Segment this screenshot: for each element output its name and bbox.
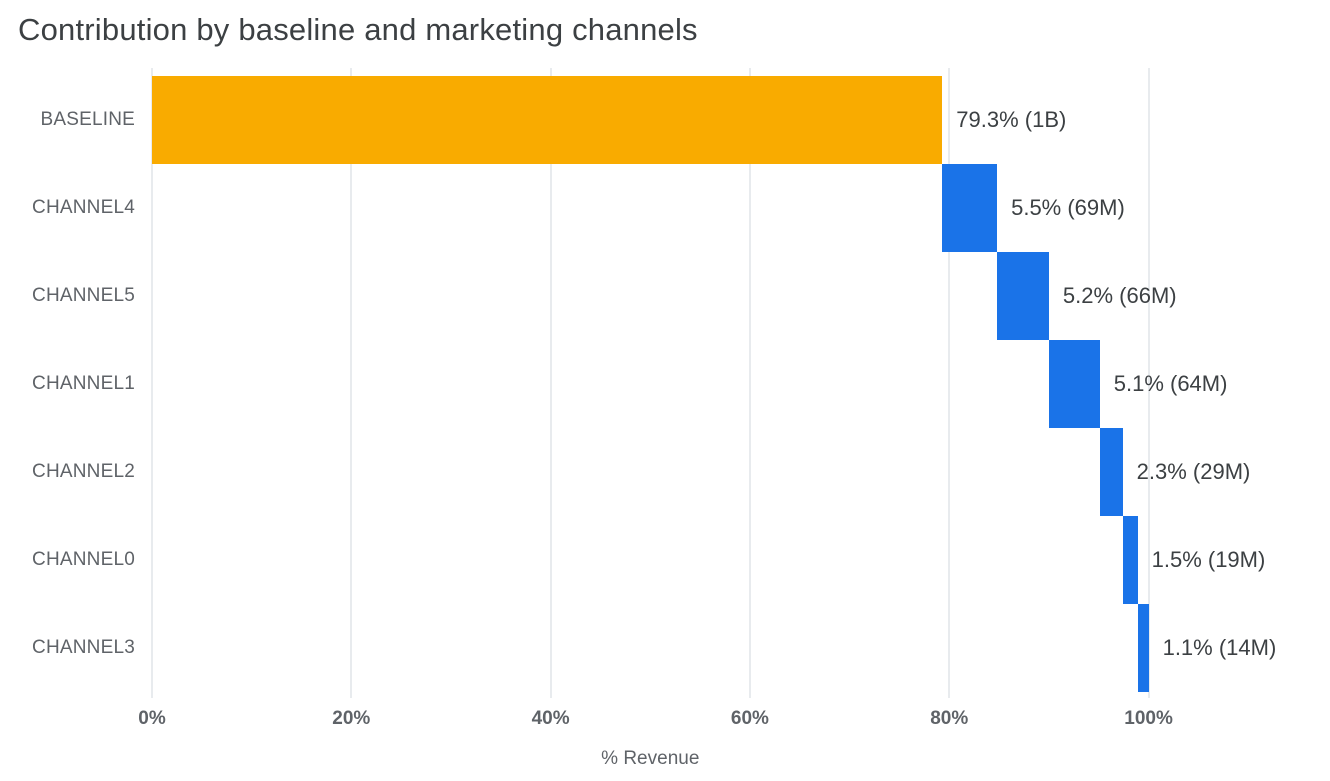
chart-row: BASELINE 79.3% (1B)	[16, 76, 1318, 164]
x-axis: 0% 20% 40% 60% 80% 100%	[138, 708, 1318, 742]
x-tick-label: 100%	[1124, 708, 1173, 729]
bar-track: 79.3% (1B)	[152, 76, 1318, 164]
value-label: 1.5% (19M)	[1151, 547, 1266, 572]
x-axis-title-row: % Revenue	[152, 748, 1318, 778]
x-tick-label: 80%	[930, 708, 969, 729]
bar-track: 2.3% (29M)	[152, 428, 1318, 516]
chart-row: CHANNEL3 1.1% (14M)	[16, 604, 1318, 692]
bar-channel5	[997, 252, 1049, 340]
gridline	[1147, 68, 1150, 698]
bar-track: 5.1% (64M)	[152, 340, 1318, 428]
bar-rows: BASELINE 79.3% (1B) CHANNEL4 5.5% (69M) CHAN…	[16, 68, 1318, 698]
chart-row: CHANNEL5 5.2% (66M)	[16, 252, 1318, 340]
chart-row: CHANNEL0 1.5% (19M)	[16, 516, 1318, 604]
bar-track: 1.5% (19M)	[152, 516, 1318, 604]
bar-channel3	[1137, 604, 1149, 692]
category-label: CHANNEL0	[32, 549, 135, 570]
value-label: 2.3% (29M)	[1136, 459, 1251, 484]
category-label: CHANNEL4	[32, 197, 135, 218]
category-label: CHANNEL2	[32, 461, 135, 482]
x-tick-label: 0%	[138, 708, 166, 729]
gridline-layer	[151, 68, 1318, 698]
value-label: 5.5% (69M)	[1011, 195, 1125, 220]
chart-row: CHANNEL4 5.5% (69M)	[16, 164, 1318, 252]
plot-area: BASELINE 79.3% (1B) CHANNEL4 5.5% (69M) CHAN…	[16, 68, 1318, 698]
gridline	[350, 68, 353, 698]
bar-track: 1.1% (14M)	[152, 604, 1318, 692]
bar-baseline	[152, 76, 943, 164]
bar-channel0	[1122, 516, 1138, 604]
value-label: 1.1% (14M)	[1162, 635, 1277, 660]
x-tick-label: 20%	[332, 708, 371, 729]
category-label: BASELINE	[40, 109, 135, 130]
x-axis-title: % Revenue	[601, 748, 700, 769]
category-label: CHANNEL5	[32, 285, 135, 306]
gridline	[948, 68, 951, 698]
chart-row: CHANNEL1 5.1% (64M)	[16, 340, 1318, 428]
gridline	[748, 68, 751, 698]
bar-channel4	[942, 164, 998, 252]
bar-channel2	[1099, 428, 1123, 516]
gridline	[151, 68, 153, 698]
chart-title: Contribution by baseline and marketing c…	[18, 12, 698, 47]
bar-track: 5.5% (69M)	[152, 164, 1318, 252]
gridline	[549, 68, 552, 698]
x-tick-label: 40%	[531, 708, 570, 729]
category-label: CHANNEL1	[32, 373, 135, 394]
value-label: 5.2% (66M)	[1062, 283, 1177, 308]
bar-channel1	[1048, 340, 1100, 428]
value-label: 79.3% (1B)	[956, 107, 1067, 132]
chart-row: CHANNEL2 2.3% (29M)	[16, 428, 1318, 516]
value-label: 5.1% (64M)	[1113, 371, 1228, 396]
x-tick-label: 60%	[730, 708, 769, 729]
bar-track: 5.2% (66M)	[152, 252, 1318, 340]
category-label: CHANNEL3	[32, 637, 135, 658]
